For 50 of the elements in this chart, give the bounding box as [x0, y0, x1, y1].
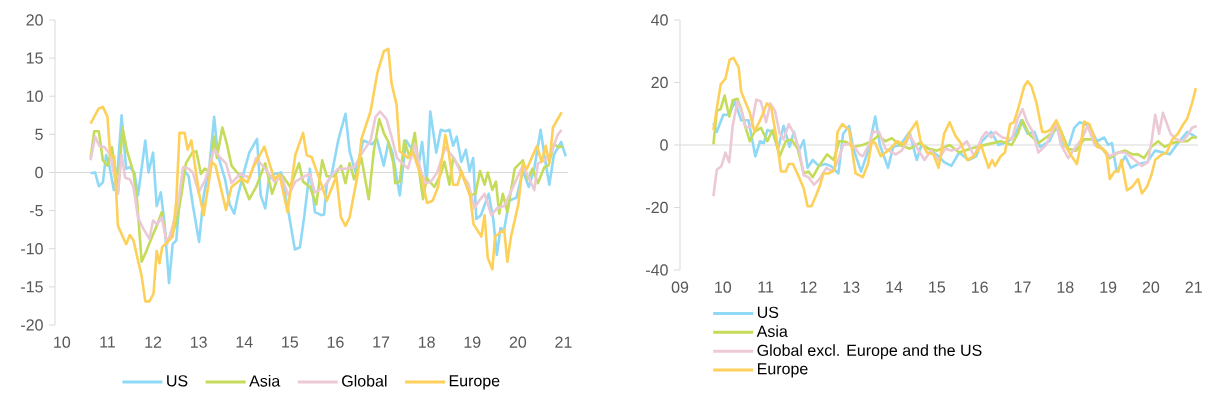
legend-label: US [757, 306, 779, 319]
y-tick-label: -15 [21, 281, 43, 293]
y-tick-label: -5 [29, 205, 43, 217]
line-series [712, 98, 1199, 198]
x-tick-label: 20 [1142, 281, 1160, 293]
x-tick-label: 14 [886, 281, 903, 293]
y-tick-label: 15 [26, 52, 43, 64]
x-tick-label: 11 [100, 336, 115, 348]
y-tick-label: 5 [35, 128, 43, 140]
legend-label: Global [342, 374, 387, 387]
x-tick-label: 19 [464, 336, 481, 348]
y-tick-label: 20 [651, 76, 668, 89]
y-tick-label: 0 [660, 139, 668, 151]
x-tick-label: 17 [373, 336, 390, 348]
legend-label: Europe [449, 375, 500, 390]
x-tick-label: 10 [715, 281, 732, 293]
x-tick-label: 18 [418, 336, 435, 348]
x-tick-label: 19 [1100, 281, 1117, 293]
legend-label: Europe [758, 363, 808, 378]
x-tick-label: 21 [1185, 281, 1202, 293]
legend-label: Asia [756, 325, 788, 338]
y-tick-label: -40 [646, 264, 668, 276]
legend-label: US [167, 375, 188, 387]
x-tick-label: 15 [282, 336, 299, 348]
x-tick-label: 14 [236, 336, 253, 348]
x-tick-label: 20 [509, 336, 527, 348]
x-tick-label: 12 [800, 281, 817, 293]
x-tick-label: 11 [758, 281, 774, 293]
y-tick-label: 40 [651, 14, 668, 26]
x-tick-label: 13 [843, 281, 860, 293]
line-series [712, 56, 1198, 208]
x-tick-label: 16 [972, 281, 988, 293]
x-tick-label: 16 [327, 336, 344, 348]
x-tick-label: 18 [1057, 281, 1074, 293]
x-tick-label: 09 [671, 281, 689, 293]
y-tick-label: 20 [26, 14, 43, 26]
x-tick-label: 21 [555, 336, 572, 348]
x-tick-label: 13 [190, 336, 207, 348]
x-tick-label: 10 [54, 336, 71, 348]
x-tick-label: 12 [145, 336, 162, 348]
y-tick-label: -10 [21, 243, 43, 255]
y-tick-label: 10 [26, 90, 43, 102]
y-tick-label: -20 [646, 201, 668, 214]
x-tick-label: 17 [1014, 281, 1031, 293]
legend-label: Global excl. Europe and the US [757, 344, 982, 360]
y-tick-label: -20 [21, 319, 43, 331]
x-tick-label: 15 [929, 281, 946, 293]
line-series [89, 47, 563, 303]
y-tick-label: 0 [35, 166, 43, 179]
legend-label: Asia [249, 374, 281, 387]
